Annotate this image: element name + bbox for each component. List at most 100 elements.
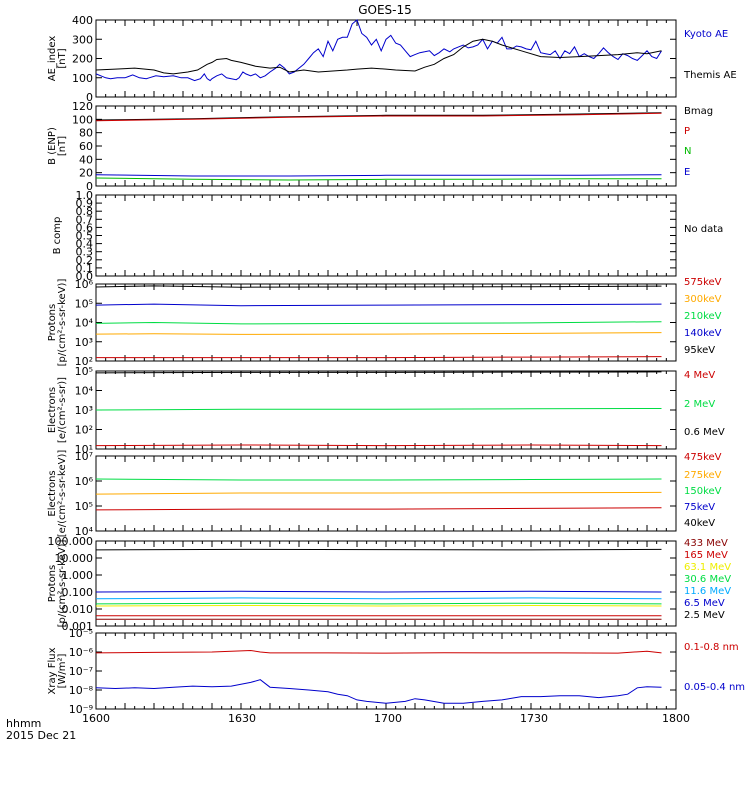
y-tick-label: 0.100 <box>62 586 94 599</box>
series-line-63-1-mev <box>95 604 662 607</box>
panel-bcomp: 0.00.10.20.30.40.50.60.70.80.91.0 B comp N… <box>52 189 723 283</box>
legend-entry: 0.05-0.4 nm <box>684 682 745 693</box>
y-tick-label: 400 <box>72 14 93 27</box>
legend-entry: P <box>684 126 690 137</box>
series-line-0-6-mev <box>95 371 662 374</box>
y-tick-label: 10⁻⁹ <box>69 703 93 716</box>
x-tick-label: 1700 <box>374 712 402 725</box>
legend-entry: 2.5 MeV <box>684 610 725 621</box>
y-axis-label: B comp <box>52 217 63 255</box>
x-tick-label: 1730 <box>520 712 548 725</box>
plot-title: GOES-15 <box>358 3 412 17</box>
y-tick-label: 10⁴ <box>75 317 94 330</box>
series-line-6-5-mev <box>95 590 662 593</box>
legend-entry: 40keV <box>684 518 715 529</box>
y-tick-label: 0 <box>86 91 93 104</box>
series-line-210kev <box>95 321 662 325</box>
series-line-575kev <box>96 356 662 359</box>
legend-entry: 165 MeV <box>684 550 728 561</box>
y-tick-label: 0.9 <box>76 197 94 210</box>
series-line-475kev <box>95 507 662 511</box>
y-tick-label: 10⁵ <box>75 500 93 513</box>
y-axis-label-line: Protons <box>47 304 58 341</box>
legend-entry: 0.1-0.8 nm <box>684 642 739 653</box>
y-tick-label: 1.000 <box>62 569 94 582</box>
y-tick-label: 80 <box>79 127 93 140</box>
series-line-0-1-0-8-nm <box>95 649 662 654</box>
legend-entry: 63.1 MeV <box>684 562 731 573</box>
series-line-150kev <box>95 478 662 481</box>
legend-entry: 150keV <box>684 486 722 497</box>
series-line-300kev <box>95 332 662 335</box>
panel-protons2: 0.0010.0100.1001.00010.000100.000Protons… <box>47 535 731 633</box>
y-axis-label-line: [p/(cm²-s-sr-keV)] <box>57 279 68 367</box>
y-tick-label: 0.2 <box>76 254 94 267</box>
legend-entry: 4 MeV <box>684 370 715 381</box>
y-tick-label: 100 <box>72 113 93 126</box>
legend-entry: 2 MeV <box>684 399 715 410</box>
y-tick-label: 20 <box>79 167 93 180</box>
panel-frame <box>95 105 677 187</box>
y-tick-label: 10³ <box>75 336 93 349</box>
x-tick-label: 1600 <box>82 712 110 725</box>
y-axis-label: AE_index[nT] <box>47 36 68 82</box>
legend-entry: 140keV <box>684 328 722 339</box>
y-tick-label: 0.5 <box>76 230 94 243</box>
series-line-themis-ae <box>95 38 662 75</box>
y-tick-label: 10² <box>75 355 93 368</box>
y-axis-label-line: B (ENP) <box>47 127 58 165</box>
y-tick-label: 10⁻⁷ <box>69 665 93 678</box>
y-tick-label: 10⁵ <box>75 297 93 310</box>
y-tick-label: 60 <box>79 140 93 153</box>
y-axis-label-line: [nT] <box>57 48 68 68</box>
y-tick-label: 200 <box>72 53 93 66</box>
legend-entry: 11.6 MeV <box>684 586 731 597</box>
y-axis-label-line: Electrons <box>47 470 58 516</box>
panel-electrons1: 10¹ 10² 10³ 10⁴ 10⁵ Electrons[e/(cm²-s-sr)] 4 … <box>47 365 725 456</box>
y-tick-label: 0 <box>86 180 93 193</box>
legend-entry: 30.6 MeV <box>684 574 731 585</box>
y-tick-label: 10.000 <box>55 552 94 565</box>
x-tick-label: 1630 <box>228 712 256 725</box>
y-axis-label-line: [nT] <box>57 136 68 156</box>
y-axis-label: Electrons[e/(cm²-s-sr)] <box>47 377 68 443</box>
y-axis-label: Electrons[e/(cm²-s-sr-keV)] <box>47 450 68 538</box>
y-tick-label: 1.0 <box>76 189 94 202</box>
x-axis-label-date: 2015 Dec 21 <box>6 729 76 742</box>
series-line-2-5-mev <box>95 548 662 551</box>
y-tick-label: 300 <box>72 33 93 46</box>
y-axis-label: Xray Flux[W/m²] <box>47 647 68 694</box>
y-tick-label: 10³ <box>75 404 93 417</box>
y-tick-label: 10² <box>75 424 93 437</box>
series-line-95kev <box>95 285 662 288</box>
y-tick-label: 10⁷ <box>75 450 93 463</box>
y-tick-label: 10⁴ <box>75 385 94 398</box>
y-tick-label: 0.1 <box>76 262 94 275</box>
y-axis-label-line: B comp <box>52 217 63 255</box>
panel-electrons2: 10⁴ 10⁵ 10⁶ 10⁷ Electrons[e/(cm²-s-sr-keV)] 4… <box>47 450 722 538</box>
series-line-n <box>95 177 662 181</box>
y-tick-label: 40 <box>79 153 93 166</box>
y-tick-label: 120 <box>72 100 93 113</box>
y-tick-label: 100.000 <box>48 535 94 548</box>
legend-entry: 95keV <box>684 345 715 356</box>
y-tick-label: 0.8 <box>76 205 94 218</box>
series-line-11-6-mev <box>95 597 662 600</box>
y-axis-label-line: Protons <box>47 565 58 602</box>
x-tick-label: 1800 <box>662 712 690 725</box>
legend-entry: Kyoto AE <box>684 29 728 40</box>
legend-entry: 575keV <box>684 277 722 288</box>
legend-entry: 433 MeV <box>684 538 728 549</box>
y-axis-label: Protons[p/(cm²-s-sr-keV)] <box>47 279 68 367</box>
y-tick-label: 0.3 <box>76 246 94 259</box>
y-axis-label-line: AE_index <box>47 36 58 82</box>
panel-protons1: 10² 10³ 10⁴ 10⁵ 10⁶ Protons[p/(cm²-s-sr-keV)]… <box>47 277 722 368</box>
panel-ae: 0 100 200 300 400 AE_index[nT] Kyoto AE Themis … <box>47 14 737 104</box>
legend-entry: E <box>684 167 690 178</box>
panel-frame <box>95 194 677 277</box>
x-axis: 1600 1630 1700 1730 1800 hhmm 2015 Dec 2… <box>6 712 690 742</box>
y-tick-label: 0.6 <box>76 221 94 234</box>
y-tick-label: 10⁻⁶ <box>69 646 94 659</box>
